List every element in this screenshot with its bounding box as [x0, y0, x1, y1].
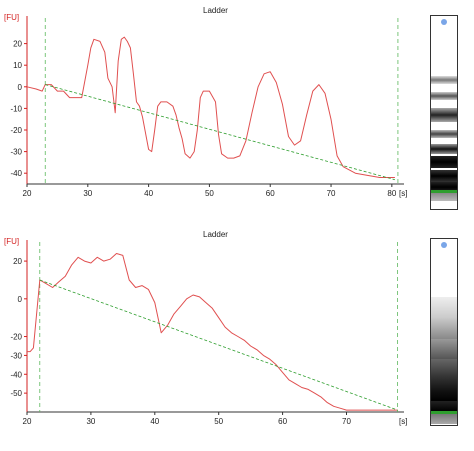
- x-tick-label: 30: [83, 189, 92, 198]
- y-tick-label: -40: [10, 370, 22, 379]
- gel-band: [431, 193, 457, 201]
- y-tick-label: -40: [10, 169, 22, 178]
- y-tick-label: -10: [10, 104, 22, 113]
- gel-band: [431, 297, 457, 317]
- gel-band: [431, 144, 457, 154]
- gel-band: [431, 414, 457, 424]
- x-unit-label: [s]: [399, 417, 407, 426]
- signal-series-line: [27, 253, 398, 411]
- x-tick-label: 40: [150, 417, 159, 426]
- gel-lane-bottom: [430, 238, 458, 426]
- y-tick-label: 20: [13, 257, 22, 266]
- electropherogram-panel-bottom: Ladder [FU] 20 0 -20 -30 -40 -50 20 30 40 50 60 70 [s]: [4, 230, 407, 426]
- electropherogram-panel-top: Ladder [FU] 20 10 0 -10 -20 -30 -40 20 30 40 50 60 70 8…: [4, 6, 407, 198]
- sample-dot-icon: [441, 242, 447, 248]
- gel-band: [431, 170, 457, 182]
- gel-band: [431, 76, 457, 84]
- x-tick-label: 50: [205, 189, 214, 198]
- y-unit-label: [FU]: [4, 13, 19, 22]
- x-tick-label: 30: [86, 417, 95, 426]
- x-tick-label: 20: [23, 189, 32, 198]
- y-tick-label: 0: [18, 295, 23, 304]
- x-tick-label: 60: [278, 417, 287, 426]
- y-tick-label: 10: [13, 61, 22, 70]
- gel-marker-band: [431, 411, 457, 414]
- y-tick-label: -50: [10, 389, 22, 398]
- gel-band: [431, 156, 457, 168]
- baseline-series-line: [39, 279, 398, 411]
- gel-band: [431, 391, 457, 401]
- y-tick-label: -30: [10, 351, 22, 360]
- chart-title: Ladder: [203, 6, 228, 15]
- sample-dot-icon: [441, 19, 447, 25]
- gel-band: [431, 182, 457, 192]
- gel-band: [431, 317, 457, 339]
- x-tick-label: 50: [214, 417, 223, 426]
- x-unit-label: [s]: [399, 189, 407, 198]
- x-tick-label: 70: [342, 417, 351, 426]
- baseline-series-line: [45, 84, 396, 181]
- gel-band: [431, 130, 457, 138]
- gel-band: [431, 359, 457, 377]
- gel-marker-band: [431, 190, 457, 193]
- gel-band: [431, 377, 457, 391]
- y-tick-label: 0: [18, 83, 23, 92]
- gel-band: [431, 339, 457, 359]
- x-tick-label: 60: [266, 189, 275, 198]
- x-tick-label: 80: [387, 189, 396, 198]
- signal-series-line: [26, 36, 395, 178]
- y-tick-label: -20: [10, 126, 22, 135]
- y-unit-label: [FU]: [4, 237, 19, 246]
- y-tick-label: 20: [13, 40, 22, 49]
- gel-lane-top: [430, 15, 458, 210]
- gel-band: [431, 108, 457, 122]
- y-tick-label: -20: [10, 333, 22, 342]
- x-tick-label: 70: [327, 189, 336, 198]
- gel-band: [431, 92, 457, 100]
- gel-band: [431, 401, 457, 411]
- x-tick-label: 40: [144, 189, 153, 198]
- chart-title: Ladder: [203, 230, 228, 239]
- y-tick-label: -30: [10, 148, 22, 157]
- x-tick-label: 20: [23, 417, 32, 426]
